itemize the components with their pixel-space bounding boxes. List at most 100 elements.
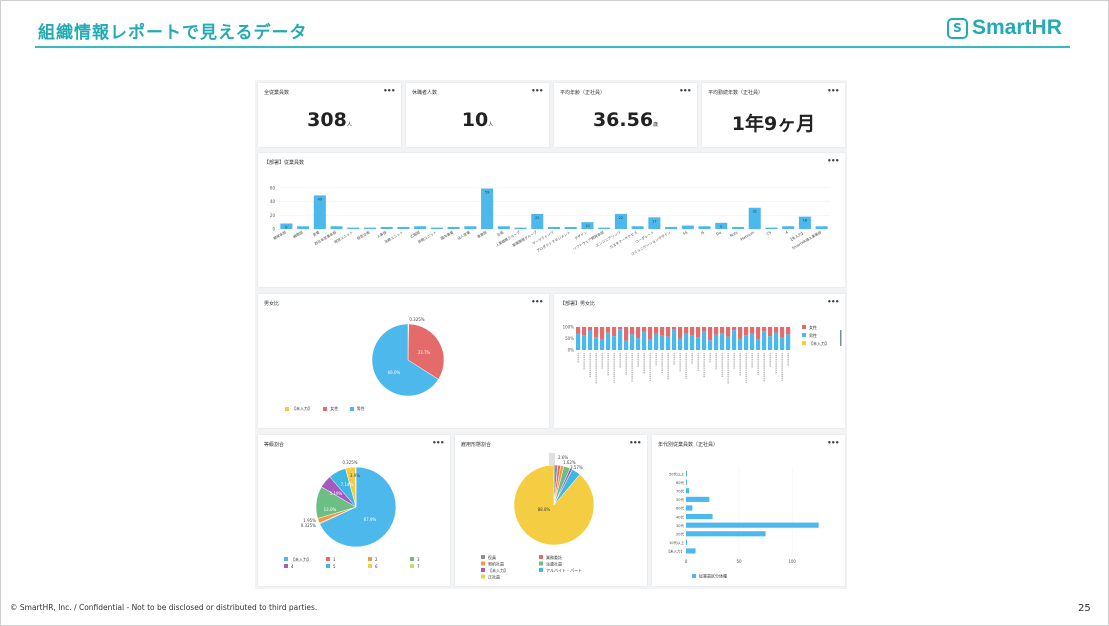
y-tick-label: 30代 [676, 523, 684, 528]
data-label: 9 [720, 225, 722, 229]
confidential-footer: © SmartHR, Inc. / Confidential - Not to … [10, 603, 318, 612]
x-tick-label: 0 [685, 559, 688, 564]
kpi-card-total-employees: 全従業員数 ••• 308人 [258, 83, 401, 147]
legend-item[interactable]: 女性 [323, 406, 338, 412]
bar [765, 227, 778, 229]
x-tick-label: 労務ユニット [417, 230, 438, 245]
bar [598, 227, 611, 229]
legend-item[interactable]: 男性 [349, 406, 365, 412]
male-bar [654, 333, 659, 350]
male-bar [768, 336, 773, 350]
male-bar [678, 338, 683, 350]
slice-label: 67.9% [364, 517, 377, 522]
chart-title: 【部署】従業員数 [264, 160, 305, 166]
kpi-title: 平均年齢（正社員） [560, 90, 606, 96]
male-bar [630, 334, 635, 350]
gender-pie-chart: 0.325% 33.7% 66.0% [371, 317, 445, 397]
legend-swatch [481, 574, 485, 579]
legend-label: 【未入力】 [291, 556, 311, 562]
x-tick-label: ソフトウェア開発本部 [572, 229, 605, 251]
bar [380, 226, 393, 229]
bar [715, 222, 728, 229]
male-bar [714, 334, 719, 350]
legend-swatch [481, 555, 485, 559]
female-bar [678, 327, 683, 339]
male-bar [690, 335, 695, 350]
x-tick-label: 人事部 [376, 229, 388, 239]
legend-label: 従業員区分体種 [699, 573, 727, 579]
legend-swatch [284, 557, 288, 561]
more-menu-icon[interactable]: ••• [827, 157, 839, 165]
x-tick-label: カスタマーサクセス [608, 229, 638, 249]
bar [748, 207, 761, 229]
y-tick-label: 40代 [676, 514, 684, 519]
kpi-number: 1年9ヶ月 [731, 113, 816, 135]
bar [430, 227, 443, 229]
x-tick-label: 100 [788, 559, 796, 564]
x-tick-label: 経営ユニット [333, 230, 354, 245]
legend-label: 1 [333, 557, 336, 562]
y-tick-label: 0 [272, 227, 275, 232]
more-menu-icon[interactable]: ••• [432, 439, 444, 447]
more-menu-icon[interactable]: ••• [629, 439, 641, 447]
more-menu-icon[interactable]: ••• [827, 298, 839, 306]
male-bar [612, 336, 617, 350]
female-bar [726, 327, 731, 337]
female-bar [696, 327, 701, 338]
kpi-card-average-tenure: 平均勤続年数（正社員） ••• 1年9ヶ月 [702, 83, 845, 147]
legend-item[interactable]: 【未入力】 [285, 406, 312, 412]
data-label: 49 [318, 197, 322, 201]
y-tick-label: 【未入力】 [667, 549, 685, 554]
x-tick-label: 企画 [496, 229, 505, 237]
bar [782, 226, 795, 229]
more-menu-icon[interactable]: ••• [531, 87, 543, 95]
legend-label: 2 [375, 557, 378, 562]
bar [397, 226, 410, 229]
more-menu-icon[interactable]: ••• [531, 298, 543, 306]
title-rule [35, 46, 1070, 48]
department-gender-card: 【部署】男女比 ••• 100% 50% 0% 女性 男性 【未入力】 [554, 294, 845, 428]
slice-label: 13.0% [324, 507, 337, 512]
male-bar [594, 337, 599, 350]
bar [614, 213, 627, 229]
kpi-title: 休職者人数 [412, 90, 438, 96]
more-menu-icon[interactable]: ••• [679, 87, 691, 95]
slide-title: 組織情報レポートで見えるデータ [38, 23, 308, 43]
pie-slice [371, 323, 439, 397]
pie-slice [354, 466, 357, 508]
legend-label: 6 [375, 564, 378, 569]
kpi-unit: 人 [346, 122, 352, 128]
legend-label: 正社員 [488, 574, 500, 580]
male-bar [696, 337, 701, 350]
more-menu-icon[interactable]: ••• [383, 87, 395, 95]
more-menu-icon[interactable]: ••• [827, 439, 839, 447]
legend-swatch [368, 557, 372, 561]
department-headcount-card: 【部署】従業員数 ••• 60 40 20 0 8 開発本部 戦略部 49 営業 西日本営業本部経… [258, 153, 845, 287]
female-bar [648, 327, 653, 340]
female-bar [762, 327, 767, 332]
age-bar-chart: 0 50 100 50代以上 60代 70代 50代 60代 40代 30代 20代 10代以上【未入… [667, 467, 819, 579]
y-tick-label: 100% [563, 325, 575, 330]
slice-label: 0.325% [342, 460, 357, 465]
kpi-number: 36.56 [592, 109, 654, 131]
legend-label: 【未入力】 [292, 406, 312, 411]
legend-swatch [481, 561, 485, 566]
more-menu-icon[interactable]: ••• [827, 87, 839, 95]
slice-label: 0.325% [301, 523, 316, 528]
female-bar [612, 327, 617, 337]
data-label: 8 [285, 226, 287, 230]
smarthr-logo: S SmartHR [947, 15, 1062, 41]
female-bar [738, 327, 743, 339]
bar [648, 217, 661, 229]
male-bar [582, 335, 587, 350]
data-label: 18 [803, 219, 807, 223]
legend-swatch [410, 557, 414, 561]
female-bar [642, 327, 647, 332]
bar [698, 226, 711, 229]
data-label: 10 [585, 224, 589, 228]
y-tick-label: 10代以上 [669, 540, 684, 545]
female-bar [708, 327, 713, 341]
bar [581, 222, 594, 229]
female-bar [672, 327, 677, 330]
